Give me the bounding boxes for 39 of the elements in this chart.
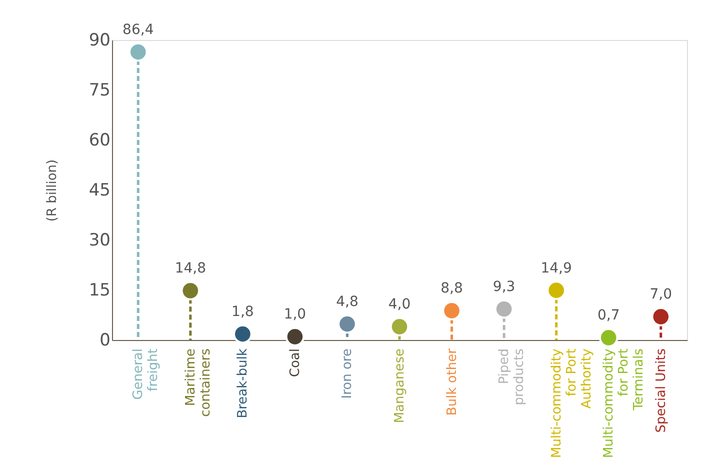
y-axis-title: (R billion) bbox=[44, 159, 60, 222]
data-label: 14,8 bbox=[174, 260, 206, 277]
point bbox=[494, 299, 514, 319]
point bbox=[285, 327, 305, 346]
x-tick-label: Bulk other bbox=[444, 348, 460, 416]
point bbox=[442, 301, 462, 320]
x-tick-label: Coal bbox=[288, 348, 303, 378]
data-label: 9,3 bbox=[492, 279, 516, 295]
data-label: 4,8 bbox=[336, 294, 358, 310]
data-label: 1,8 bbox=[232, 304, 254, 320]
y-tick-label: 0 bbox=[100, 330, 110, 350]
x-tick-label: Special Units bbox=[654, 348, 669, 433]
x-tick-label: Multi-commodity for Port Authority bbox=[549, 348, 594, 458]
x-tick-label: Piped products bbox=[497, 348, 528, 406]
y-tick-label: 60 bbox=[88, 130, 110, 150]
data-label: 1,0 bbox=[284, 306, 306, 323]
y-tick-label: 90 bbox=[88, 30, 110, 50]
x-tick-label: Manganese bbox=[392, 348, 408, 424]
x-tick-label: Multi-commodity for Port Terminals bbox=[602, 348, 647, 458]
data-label: 4,0 bbox=[388, 296, 411, 313]
x-tick-label: Iron ore bbox=[340, 348, 356, 399]
point bbox=[390, 317, 410, 336]
data-label: 86,4 bbox=[122, 22, 154, 38]
y-tick-label: 30 bbox=[88, 230, 110, 250]
data-label: 8,8 bbox=[440, 280, 463, 297]
point bbox=[338, 314, 357, 334]
x-tick-label: Break-bulk bbox=[236, 348, 251, 418]
point bbox=[180, 281, 200, 300]
x-tick-label: Maritime containers bbox=[183, 348, 214, 417]
point bbox=[546, 280, 566, 300]
data-label: 0,7 bbox=[597, 308, 620, 324]
point bbox=[233, 324, 252, 344]
y-tick-label: 15 bbox=[88, 280, 110, 300]
data-label: 14,9 bbox=[540, 260, 572, 276]
data-label: 7,0 bbox=[650, 286, 672, 303]
y-tick-label: 45 bbox=[88, 180, 110, 200]
point bbox=[598, 328, 618, 348]
x-tick-label: General freight bbox=[131, 348, 162, 400]
y-tick-label: 75 bbox=[88, 80, 110, 100]
